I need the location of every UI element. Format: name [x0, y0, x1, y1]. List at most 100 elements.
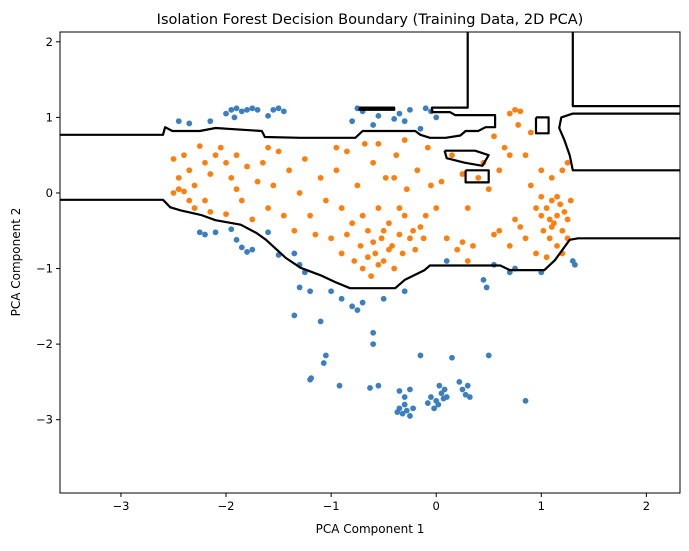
outlier-point: [422, 105, 429, 112]
inlier-point: [546, 235, 553, 242]
inlier-point: [512, 216, 518, 223]
inlier-point: [386, 246, 392, 253]
inlier-point: [393, 152, 400, 159]
outlier-point: [359, 299, 366, 306]
inlier-point: [223, 211, 229, 218]
inlier-point: [546, 216, 553, 223]
outlier-point: [231, 114, 238, 121]
inlier-point: [401, 137, 408, 143]
inlier-point: [564, 159, 571, 166]
inlier-point: [170, 156, 177, 162]
inlier-point: [399, 250, 406, 257]
outlier-point: [483, 284, 490, 291]
outlier-point: [428, 394, 434, 400]
inlier-point: [370, 239, 377, 245]
inlier-point: [414, 167, 421, 174]
decision-boundary-line: [60, 198, 680, 290]
inlier-point: [364, 254, 371, 261]
x-tick-label: −2: [218, 499, 235, 513]
outlier-point: [354, 307, 361, 314]
outlier-point: [431, 405, 438, 412]
inlier-point: [233, 186, 240, 193]
inlier-point: [420, 235, 427, 242]
inlier-point: [296, 190, 303, 196]
outlier-point: [291, 250, 298, 257]
outlier-point: [336, 382, 343, 389]
y-axis-label: PCA Component 2: [9, 208, 23, 317]
outlier-point: [244, 106, 250, 113]
outlier-point: [196, 229, 203, 236]
inlier-point: [244, 163, 250, 170]
inlier-point: [357, 242, 364, 249]
outlier-point: [207, 118, 214, 125]
outlier-point: [291, 312, 298, 319]
inlier-point: [538, 193, 545, 200]
outlier-point: [249, 105, 256, 112]
inlier-point: [543, 205, 550, 211]
inlier-point: [554, 242, 560, 249]
inlier-point: [280, 212, 287, 219]
outlier-point: [370, 329, 377, 336]
inlier-point: [559, 167, 566, 174]
outlier-point: [391, 116, 398, 122]
outlier-point: [202, 231, 208, 238]
outlier-point: [320, 360, 327, 366]
inlier-point: [217, 144, 224, 151]
inlier-point: [233, 152, 240, 159]
inlier-point: [512, 106, 518, 113]
outlier-point: [407, 413, 413, 419]
outlier-point: [417, 352, 424, 359]
outlier-point: [417, 125, 424, 132]
outlier-point: [433, 114, 440, 121]
inlier-point: [196, 143, 203, 150]
outlier-point: [375, 382, 382, 389]
inlier-point: [265, 205, 271, 211]
outlier-point: [401, 394, 408, 400]
decision-boundary-loop: [464, 169, 490, 184]
outlier-point: [443, 394, 450, 400]
outlier-point: [522, 397, 529, 404]
inlier-point: [207, 208, 214, 215]
inlier-point: [517, 108, 524, 115]
outlier-point: [443, 258, 450, 264]
inlier-point: [475, 174, 482, 181]
y-tick-label: −3: [36, 413, 53, 427]
outlier-point: [375, 112, 382, 119]
y-tick-label: −1: [36, 262, 53, 276]
outlier-point: [280, 108, 287, 115]
inlier-point: [454, 246, 461, 253]
inlier-point: [459, 239, 466, 245]
outlier-point: [407, 386, 413, 393]
outlier-point: [349, 303, 356, 310]
axes-frame: [59, 31, 681, 494]
outlier-point: [296, 284, 303, 291]
inlier-point: [533, 205, 539, 211]
outlier-point: [317, 318, 324, 325]
outlier-point: [485, 352, 492, 359]
inlier-point: [343, 148, 350, 155]
outlier-point: [436, 382, 443, 389]
inlier-point: [527, 129, 534, 136]
inlier-point: [548, 174, 555, 181]
outlier-point: [212, 229, 219, 236]
outlier-point: [233, 105, 240, 112]
inlier-point: [202, 197, 208, 204]
inlier-point: [254, 178, 261, 185]
inlier-point: [554, 193, 560, 200]
inlier-point: [378, 235, 385, 242]
inlier-point: [433, 205, 440, 211]
inlier-point: [301, 156, 308, 162]
inlier-point: [438, 178, 445, 185]
inlier-point: [538, 167, 545, 174]
y-tick-label: −2: [36, 337, 53, 351]
outlier-point: [338, 295, 345, 302]
y-tick-label: 2: [46, 35, 53, 49]
axis-ticks: −3 −2 −1 0 1 2 2 1 0 −1 −2 −3: [36, 35, 650, 513]
outlier-point: [370, 122, 377, 128]
outlier-point: [228, 226, 235, 233]
outlier-point: [367, 385, 373, 391]
inlier-point: [459, 171, 466, 177]
outlier-point: [435, 401, 442, 408]
inlier-point: [422, 212, 429, 219]
